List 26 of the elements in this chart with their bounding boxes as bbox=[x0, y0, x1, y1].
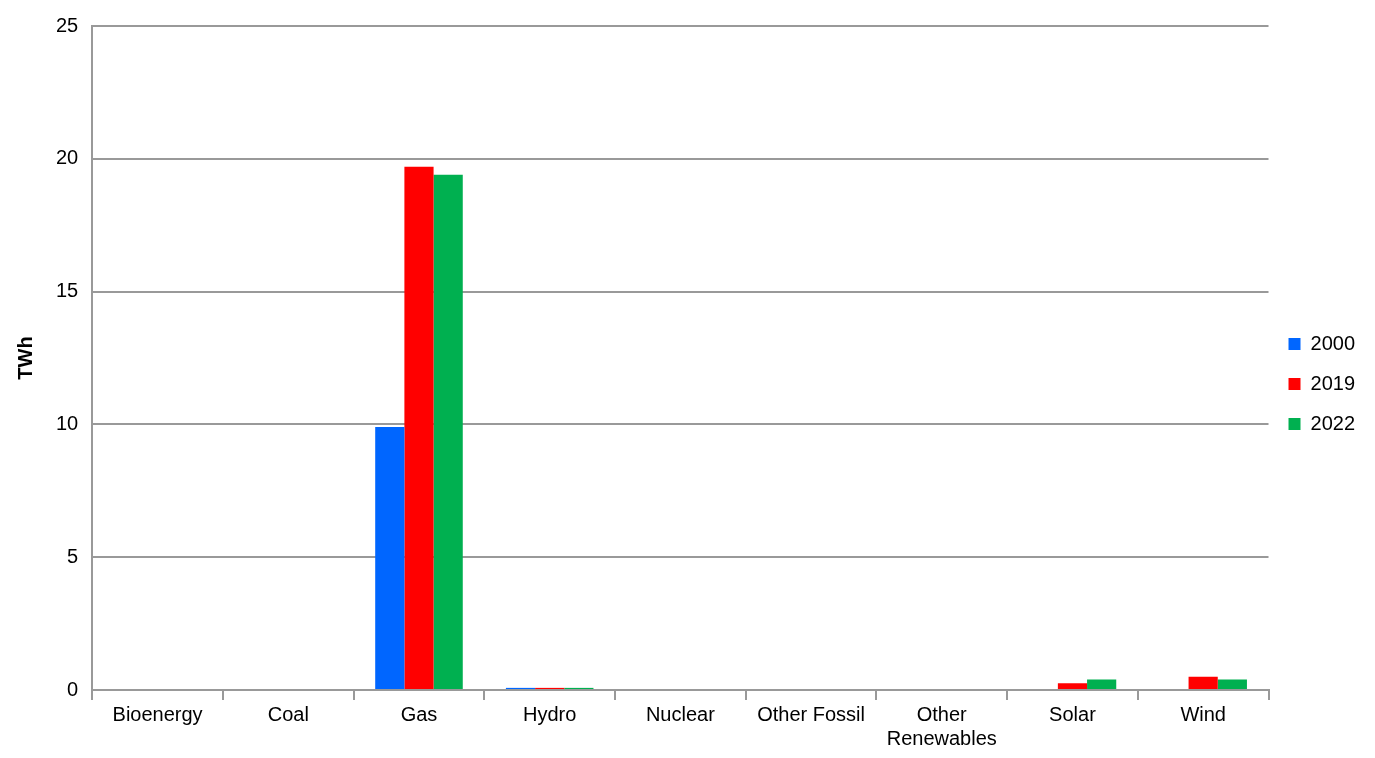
y-tick-label: 5 bbox=[67, 544, 79, 567]
y-tick-label: 25 bbox=[56, 13, 79, 36]
y-tick-label: 10 bbox=[56, 411, 79, 434]
bar bbox=[433, 174, 463, 689]
bar bbox=[1217, 679, 1247, 689]
x-tick-label: Other Renewables bbox=[886, 702, 997, 749]
bar bbox=[1087, 679, 1117, 689]
y-tick-label: 15 bbox=[56, 279, 79, 302]
y-tick-label: 20 bbox=[56, 146, 79, 169]
bar bbox=[404, 166, 434, 689]
x-tick-label: Other Fossil bbox=[757, 702, 865, 725]
bar bbox=[1057, 683, 1088, 689]
bar bbox=[1188, 676, 1218, 689]
x-tick-label: Hydro bbox=[523, 702, 577, 725]
x-tick-label: Solar bbox=[1049, 702, 1097, 725]
y-tick-label: 0 bbox=[67, 677, 79, 700]
bar bbox=[375, 427, 405, 689]
y-axis-title: TWh bbox=[13, 336, 36, 380]
x-tick-label: Wind bbox=[1180, 702, 1226, 725]
x-tick-label: Coal bbox=[267, 702, 309, 725]
legend-label: 2000 bbox=[1310, 331, 1356, 354]
x-tick-label: Nuclear bbox=[645, 702, 716, 725]
x-tick-label: Gas bbox=[400, 702, 438, 725]
legend-label: 2019 bbox=[1310, 371, 1356, 394]
x-tick-label: Bioenergy bbox=[112, 702, 203, 725]
legend-label: 2022 bbox=[1310, 411, 1356, 434]
